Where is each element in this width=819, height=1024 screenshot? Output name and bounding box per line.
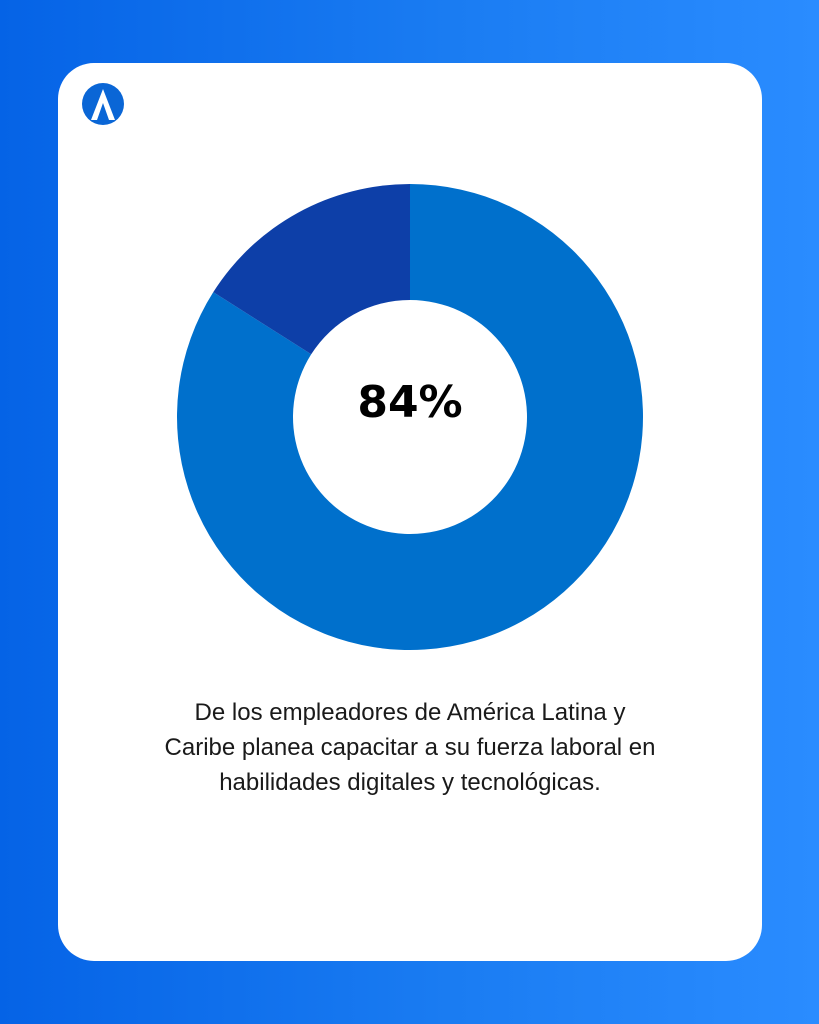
info-card: 84% De los empleadores de América Latina… bbox=[58, 63, 762, 961]
caption-line-1: De los empleadores de América Latina y bbox=[194, 699, 626, 726]
caption-text: De los empleadores de América Latina y C… bbox=[98, 695, 722, 800]
caption-line-2: Caribe planea capacitar a su fuerza labo… bbox=[164, 734, 656, 761]
brand-logo-icon bbox=[82, 83, 124, 125]
donut-slices bbox=[177, 184, 644, 650]
donut-slice-1 bbox=[177, 184, 644, 650]
caption-line-3: habilidades digitales y tecnológicas. bbox=[219, 769, 601, 796]
donut-slice-2 bbox=[213, 184, 410, 355]
donut-chart: 84% bbox=[177, 184, 644, 650]
center-percentage-label: 84% bbox=[357, 377, 462, 428]
